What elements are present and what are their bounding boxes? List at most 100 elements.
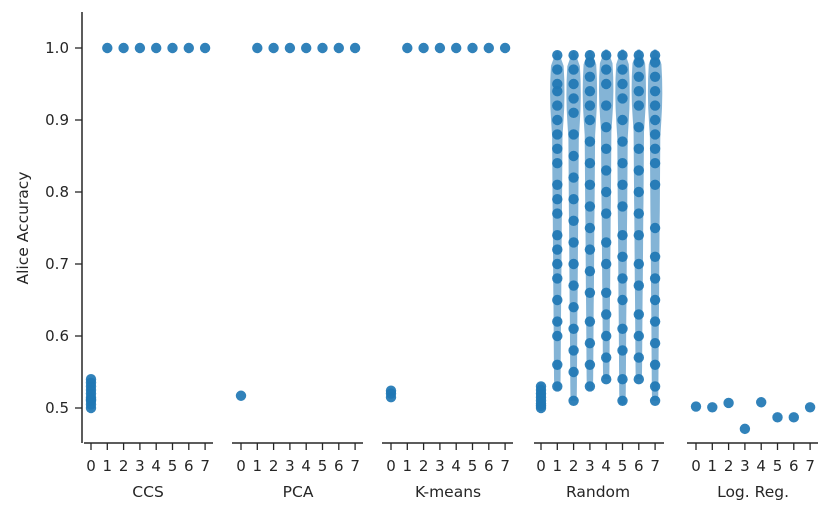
data-point [649,86,661,97]
data-point [601,258,612,270]
data-point [649,294,661,306]
data-point [552,158,563,169]
data-point [584,266,596,277]
data-point [584,222,596,234]
data-point [601,143,612,154]
x-tick-label: 6 [634,457,644,475]
data-point [333,42,344,54]
data-point [601,64,612,75]
data-point [690,401,702,412]
x-tick-label: 0 [236,457,246,475]
panel-k-means: 0 1 2 3 4 5 6 7 K-means [382,42,513,501]
panel-label: K-means [415,483,481,501]
data-point [584,158,596,169]
data-point [649,50,661,61]
x-tick-label: 5 [468,457,478,475]
data-point [707,402,718,413]
data-point [617,294,628,306]
panel-label: Log. Reg. [717,483,789,501]
data-point [552,50,563,61]
x-tick-label: 4 [451,457,461,475]
data-point [649,57,661,68]
x-tick-label: 0 [536,457,546,475]
data-point [633,143,644,154]
data-point [649,71,661,83]
data-point [552,100,563,111]
data-point [552,129,563,140]
data-point [235,390,247,401]
data-point [633,186,644,198]
x-tick-label: 0 [386,457,396,475]
data-point [568,93,579,104]
data-point [617,93,628,104]
data-point [568,50,579,61]
data-point [601,309,612,320]
x-tick-label: 7 [350,457,360,475]
x-tick-label: 0 [691,457,701,475]
data-point [649,179,661,190]
data-point [617,64,628,75]
data-point [649,251,661,262]
data-point [584,86,596,97]
x-tick-label: 7 [650,457,660,475]
data-point [617,323,628,334]
data-point [552,273,563,284]
x-tick-label: 1 [553,457,563,475]
x-tick-label: 4 [756,457,766,475]
panel-label: PCA [283,483,314,501]
data-point [568,78,579,90]
data-point [552,244,563,255]
data-point [568,107,579,119]
data-point [552,143,563,154]
x-tick-label: 0 [86,457,96,475]
data-point [633,122,644,133]
data-point [584,338,596,349]
data-point [467,42,478,54]
data-point [584,244,596,255]
data-point [451,42,462,54]
x-tick-label: 5 [318,457,328,475]
data-point [617,78,628,90]
data-point [402,42,413,54]
data-point [584,287,596,298]
data-point [568,237,579,248]
data-point [617,345,628,356]
data-point [568,258,579,270]
data-point [568,366,579,378]
data-point [552,258,563,270]
data-point [118,42,129,54]
data-point [601,78,612,90]
violin-shape [566,51,581,401]
data-point [552,330,563,342]
data-point [633,230,644,241]
violin-shape [582,50,598,390]
data-point [284,42,296,54]
data-point [552,208,563,219]
data-point [633,86,644,97]
y-tick-label: 0.8 [45,183,69,201]
data-point [633,165,644,176]
data-point [584,71,596,83]
data-point [552,381,563,392]
data-point [349,42,361,54]
x-tick-label: 3 [740,457,750,475]
data-point [617,136,628,147]
x-tick-label: 2 [419,457,429,475]
data-point [584,100,596,111]
data-point [183,42,194,54]
data-point [499,42,511,54]
data-point [584,201,596,212]
x-tick-label: 2 [569,457,579,475]
panel-log-reg: 0 1 2 3 4 5 6 7 Log. Reg. [687,397,818,501]
data-point [617,114,628,126]
data-point [552,316,563,327]
data-point [584,114,596,126]
data-point [483,42,494,54]
panel-ccs: 0 1 2 3 4 5 6 7 CCS [84,42,213,501]
data-point [601,352,612,363]
data-point [617,230,628,241]
y-tick-label: 1.0 [45,39,69,57]
y-tick-label: 0.7 [45,255,69,273]
data-point [649,316,661,327]
